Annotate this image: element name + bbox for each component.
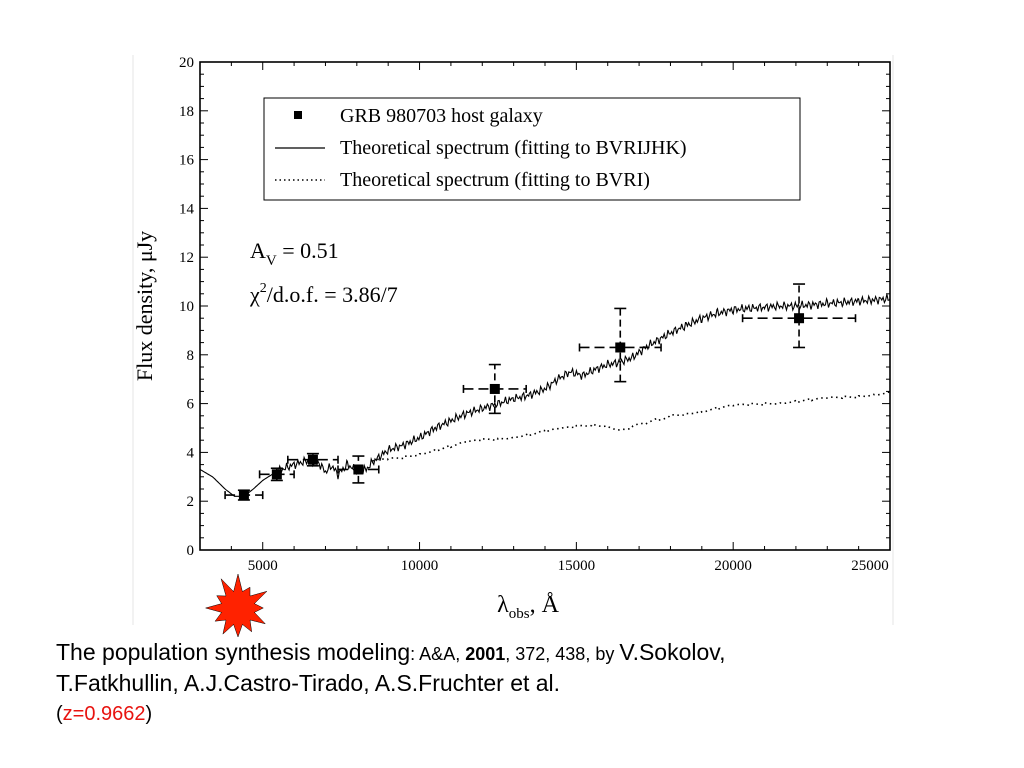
caption-year: 2001 [465, 644, 506, 664]
caption-line-3: (z=0.9662) [56, 698, 996, 729]
y-tick-label: 0 [187, 543, 195, 559]
x-axis-label-unit: , Å [530, 592, 560, 618]
data-point [337, 455, 380, 484]
caption-author-1: V.Sokolov, [619, 639, 726, 665]
axes: 5000 10000 15000 20000 25000 0 2 4 6 8 10 12 14 16 18… [179, 55, 891, 574]
annotation-chi-sup: 2 [260, 281, 267, 296]
data-point-marker [307, 454, 318, 465]
data-point-marker [271, 469, 282, 480]
caption-paren-open: ( [56, 703, 63, 725]
explosion-burst-icon [204, 573, 268, 638]
caption-title: The population synthesis modeling [56, 639, 411, 665]
data-point [462, 363, 527, 415]
caption-journal: : A&A, [410, 644, 466, 664]
x-axis-label-lambda: λ [497, 592, 509, 618]
data-point [741, 283, 857, 349]
y-tick-label: 18 [179, 104, 194, 120]
data-point-marker [794, 313, 805, 324]
legend-label-bvri: Theoretical spectrum (fitting to BVRI) [340, 169, 650, 191]
curve-bvri [372, 390, 891, 462]
annotation-av-value: = 0.51 [277, 238, 339, 263]
data-point-marker [353, 464, 364, 475]
y-tick-label: 14 [179, 201, 195, 217]
data-point [224, 489, 264, 501]
x-tick-label: 15000 [558, 558, 596, 574]
data-points [224, 283, 857, 501]
flux-density-chart: 5000 10000 15000 20000 25000 0 2 4 6 8 10 12 14 16 18… [132, 55, 894, 638]
legend: GRB 980703 host galaxy Theoretical spect… [263, 97, 801, 201]
y-tick-label: 2 [187, 494, 195, 510]
data-point [258, 467, 295, 482]
y-tick-label: 20 [179, 55, 194, 71]
legend-label-host: GRB 980703 host galaxy [340, 105, 543, 127]
data-point-marker [489, 383, 500, 394]
annotation-chi-value: /d.o.f. = 3.86/7 [267, 282, 398, 307]
caption: The population synthesis modeling: A&A, … [56, 638, 996, 729]
annotation-chi2: χ2/d.o.f. = 3.86/7 [249, 281, 398, 307]
spectrum-curves [199, 294, 891, 497]
legend-marker-square [294, 111, 302, 119]
x-ticks: 5000 10000 15000 20000 25000 [199, 62, 891, 574]
x-axis-label-subscript: obs [509, 606, 530, 622]
y-tick-label: 12 [179, 250, 194, 266]
y-tick-label: 6 [187, 397, 195, 413]
y-axis-label: Flux density, μJy [132, 231, 157, 381]
data-point [578, 307, 662, 383]
caption-volume-pages: , 372, 438, by [505, 644, 620, 664]
caption-line-2: T.Fatkhullin, A.J.Castro-Tirado, A.S.Fru… [56, 670, 561, 696]
x-tick-label: 25000 [851, 558, 889, 574]
annotation-chi: χ [249, 282, 260, 307]
caption-paren-close: ) [145, 703, 153, 725]
x-tick-label: 5000 [248, 558, 278, 574]
y-tick-label: 8 [187, 348, 195, 364]
annotation-av-a: A [250, 238, 266, 263]
caption-line-1: The population synthesis modeling: A&A, … [56, 638, 996, 669]
x-axis-label: λobs, Å [497, 592, 559, 622]
legend-label-bvrijhk: Theoretical spectrum (fitting to BVRIJHK… [340, 137, 687, 159]
legend-box [263, 97, 801, 201]
caption-redshift: z=0.9662 [62, 703, 146, 725]
curve-bvrijhk [199, 294, 891, 497]
x-tick-label: 20000 [714, 558, 752, 574]
x-tick-label: 10000 [401, 558, 439, 574]
y-ticks: 0 2 4 6 8 10 12 14 16 18 20 [179, 55, 890, 559]
y-tick-label: 10 [179, 299, 194, 315]
y-tick-label: 16 [179, 153, 195, 169]
annotation-av: AV = 0.51 [250, 238, 339, 269]
y-tick-label: 4 [187, 445, 195, 461]
data-point [287, 452, 339, 467]
data-point-marker [615, 342, 626, 353]
annotation-av-sub: V [266, 253, 277, 269]
data-point-marker [238, 490, 249, 501]
